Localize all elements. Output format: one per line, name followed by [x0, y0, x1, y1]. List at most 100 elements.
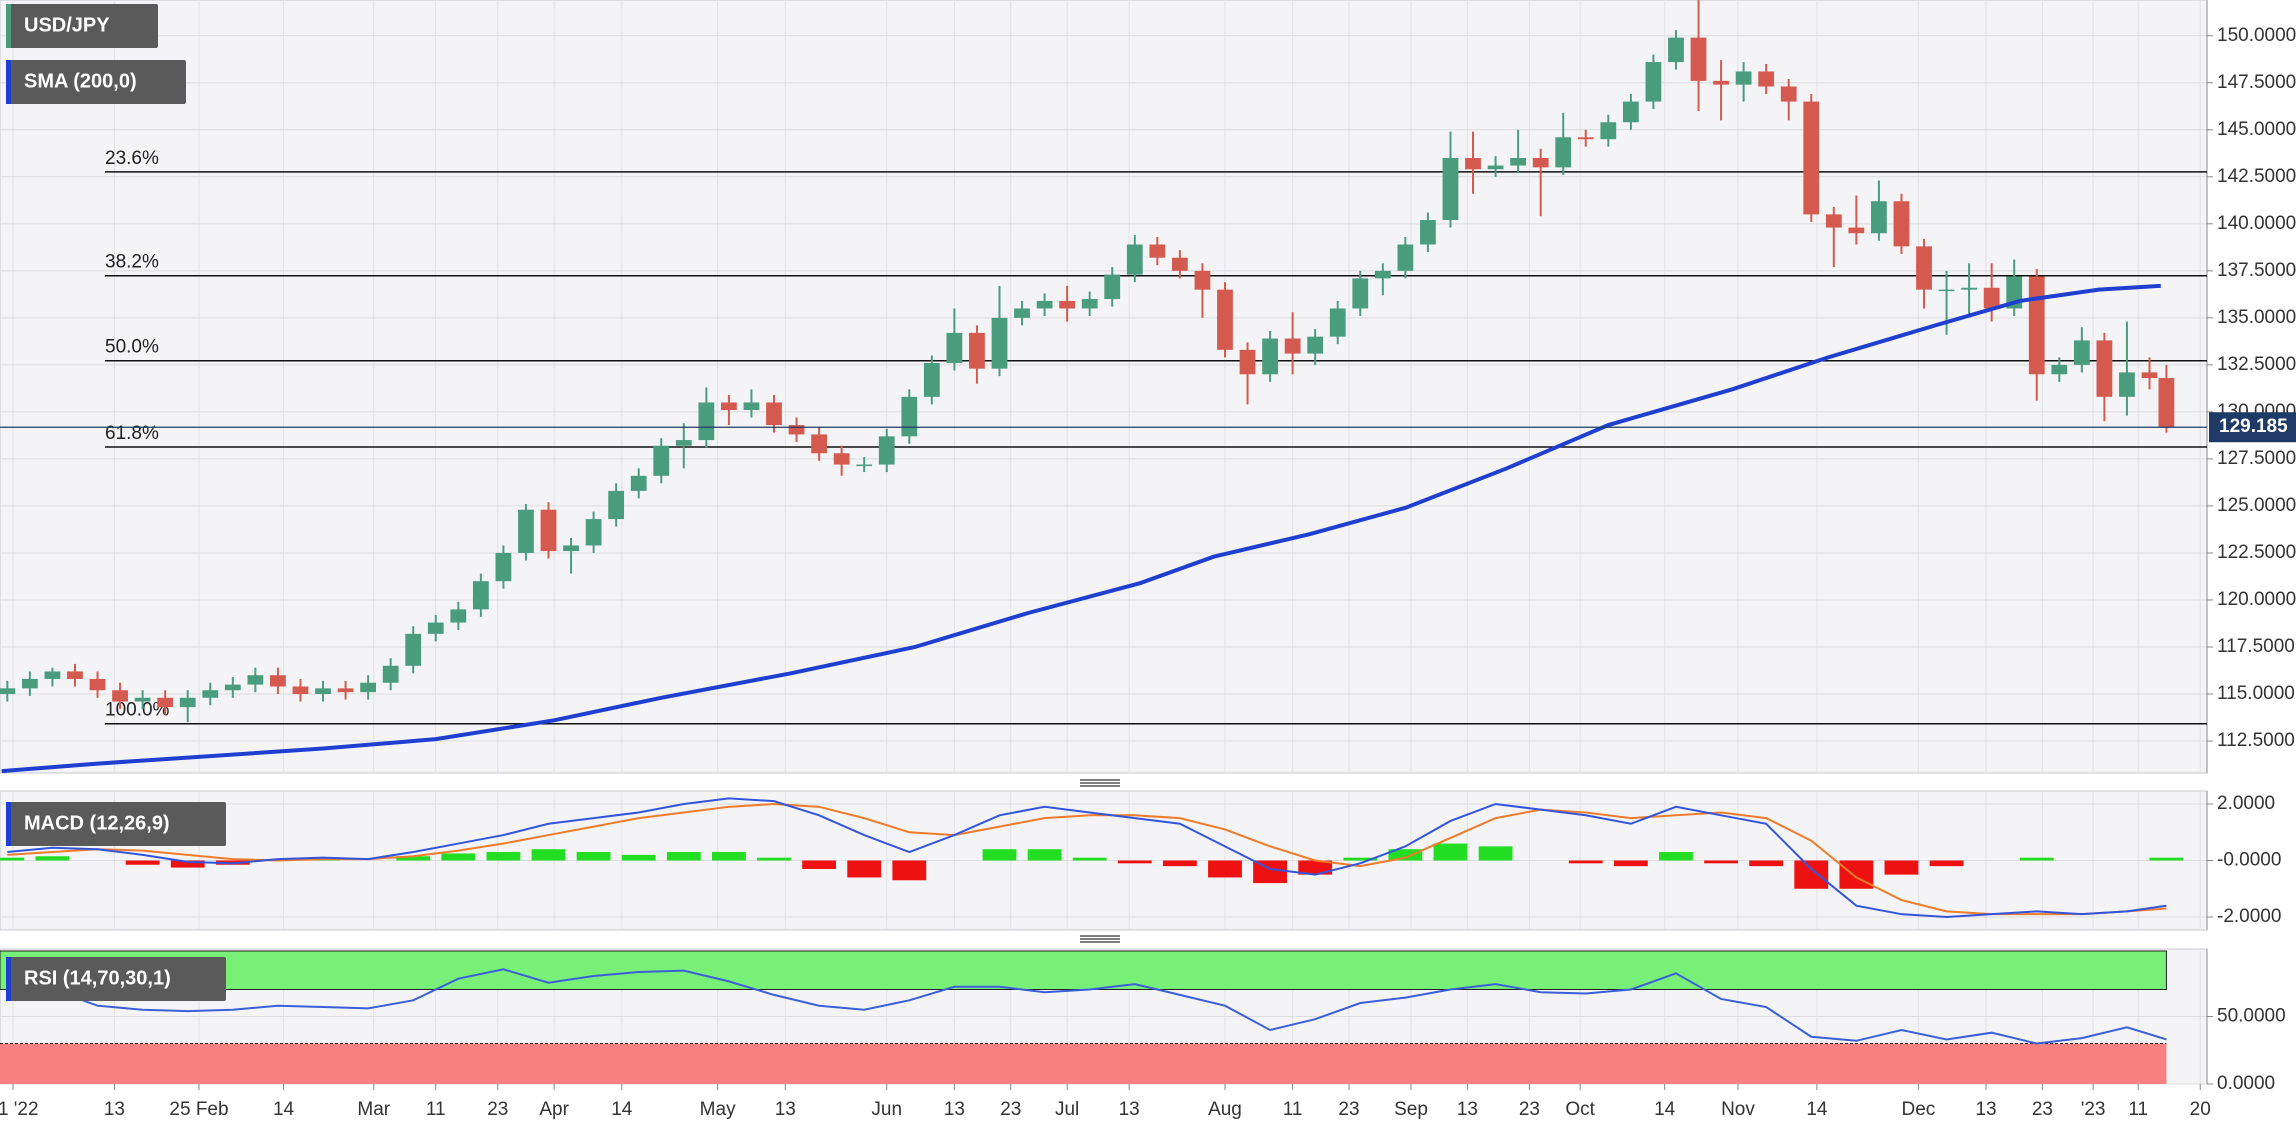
x-tick-label: 14 — [1654, 1099, 1676, 1120]
y-tick-label: 142.5000 — [2217, 166, 2296, 187]
y-tick-label: 150.0000 — [2217, 25, 2296, 46]
x-tick-label: 13 — [104, 1099, 125, 1120]
current-price-label: 129.185 — [2219, 416, 2288, 437]
candle-body — [1825, 214, 1842, 228]
histogram-bar — [802, 860, 837, 869]
candle-body — [608, 490, 625, 520]
candle-body — [630, 475, 647, 491]
histogram-bar — [1072, 857, 1107, 861]
y-tick-label: -0.0000 — [2217, 850, 2281, 871]
legend-box — [6, 957, 226, 1001]
candle-body — [1487, 165, 1504, 170]
candle-body — [2119, 372, 2135, 397]
histogram-bar — [847, 860, 882, 878]
candle-body — [1126, 244, 1143, 275]
x-tick-label: Apr — [539, 1099, 569, 1120]
y-tick-label: 145.0000 — [2217, 119, 2296, 140]
histogram-bar — [1208, 860, 1242, 878]
candle-body — [518, 509, 534, 553]
candle-body — [67, 671, 83, 679]
candle-body — [653, 445, 670, 476]
x-tick-label: May — [700, 1099, 736, 1120]
legend-accent — [6, 60, 11, 104]
y-tick-label: 112.5000 — [2217, 730, 2295, 751]
x-tick-label: 13 — [1457, 1099, 1478, 1120]
x-tick-label: Jun — [871, 1099, 902, 1120]
histogram-bar — [1478, 846, 1513, 861]
legend-label: USD/JPY — [24, 14, 110, 36]
rsi-line — [7, 968, 2167, 1045]
histogram-bar — [1433, 843, 1468, 861]
y-tick-label: 117.5000 — [2217, 636, 2295, 657]
x-tick-label: 13 — [944, 1099, 965, 1120]
candle-body — [1194, 270, 1211, 290]
candle-body — [2051, 364, 2068, 375]
histogram-bar — [1839, 860, 1874, 889]
histogram-bar — [1613, 860, 1648, 867]
candle-body — [1149, 244, 1166, 258]
plot-area: 23.6% 38.2% 50.0% 61.8% 100.0% — [0, 0, 2207, 773]
candle-body — [1893, 201, 1910, 247]
x-tick-label: 23 — [487, 1099, 508, 1120]
candle-body — [1420, 220, 1436, 245]
candle-body — [472, 581, 489, 610]
candle-body — [1036, 300, 1053, 309]
x-tick-label: 20 — [2190, 1099, 2211, 1120]
histogram-bar — [1659, 852, 1693, 861]
histogram-bar — [531, 849, 566, 861]
candle-body — [698, 402, 715, 441]
histogram-bar — [711, 852, 746, 861]
x-tick-label: 21 '22 — [0, 1099, 39, 1120]
oversold-band — [0, 1043, 2167, 1084]
histogram-bar — [2149, 857, 2184, 861]
candle-body — [2028, 276, 2045, 375]
candle-body — [89, 678, 106, 691]
fib-label: 23.6% — [105, 148, 159, 169]
candle-body — [1284, 338, 1301, 354]
candle-body — [1442, 157, 1459, 221]
x-tick-label: 14 — [1806, 1099, 1828, 1120]
plot-area — [0, 797, 2184, 919]
fib-label: 50.0% — [105, 337, 159, 358]
candle-body — [1600, 122, 1617, 140]
histogram-bar — [621, 854, 656, 861]
histogram-bar — [486, 852, 521, 861]
histogram-bar — [1884, 860, 1919, 875]
candle-body — [946, 332, 963, 363]
fib-label: 100.0% — [105, 700, 170, 721]
x-tick-label: 23 — [2032, 1099, 2053, 1120]
fib-label: 61.8% — [105, 423, 159, 444]
candle-body — [1014, 308, 1030, 318]
x-tick-label: 14 — [611, 1099, 633, 1120]
overbought-band — [0, 950, 2167, 990]
x-tick-label: 13 — [1975, 1099, 1996, 1120]
candle-body — [1938, 289, 1955, 292]
x-tick-label: 11 — [426, 1099, 446, 1120]
histogram-bar — [666, 852, 701, 861]
candle-body — [811, 434, 827, 454]
candle-body — [2158, 378, 2175, 428]
histogram-bar — [125, 860, 160, 865]
candle-body — [202, 690, 219, 698]
x-tick-label: 13 — [775, 1099, 796, 1120]
candle-body — [743, 402, 760, 411]
x-tick-label: Aug — [1208, 1099, 1242, 1120]
candle-body — [721, 402, 737, 411]
y-tick-label: -2.0000 — [2217, 906, 2281, 927]
candle-body — [179, 697, 196, 708]
candle-body — [833, 453, 850, 465]
candle-body — [1916, 246, 1932, 290]
candle-body — [1758, 71, 1775, 87]
x-tick-label: 25 Feb — [169, 1099, 228, 1120]
candle-body — [382, 665, 399, 683]
candle-body — [405, 633, 422, 666]
candle-body — [1577, 137, 1594, 140]
legend-accent — [6, 4, 11, 48]
x-tick-label: Oct — [1565, 1099, 1595, 1120]
y-tick-label: 120.0000 — [2217, 589, 2296, 610]
candle-body — [1645, 62, 1662, 102]
candle-body — [292, 686, 309, 695]
x-tick-label: Nov — [1721, 1099, 1755, 1120]
legend-label: SMA (200,0) — [24, 70, 137, 92]
